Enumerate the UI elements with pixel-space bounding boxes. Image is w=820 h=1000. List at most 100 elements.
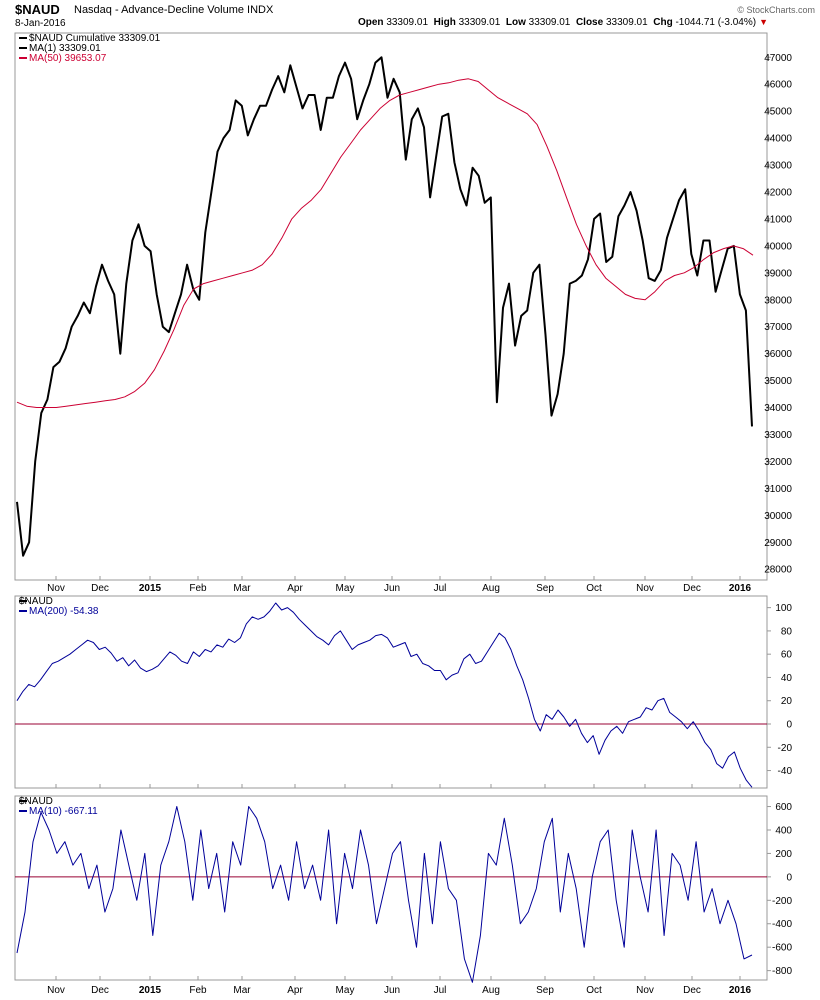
x-tick-label: 2015 — [139, 985, 162, 996]
x-tick-label: Jul — [434, 985, 447, 996]
y-tick-label: 47000 — [764, 53, 792, 64]
legend-label: MA(50) 39653.07 — [29, 53, 107, 64]
panel-frame — [14, 32, 768, 581]
y-tick-label: -600 — [772, 943, 792, 954]
high-label: High — [433, 17, 456, 28]
panel-1: 28000 29000 30000 31000 32000 33000 34000 35000… — [14, 32, 792, 581]
x-tick-label: Feb — [189, 583, 207, 594]
y-tick-label: 0 — [786, 720, 792, 731]
x-tick-label: May — [336, 583, 355, 594]
x-tick-label: Nov — [47, 985, 65, 996]
y-tick-label: 30000 — [764, 511, 792, 522]
low-label: Low — [505, 17, 526, 28]
y-tick-label: 46000 — [764, 80, 792, 91]
series-line-ma-200- — [16, 602, 753, 788]
x-tick-label: Sep — [536, 583, 554, 594]
x-tick-label: Jun — [384, 583, 400, 594]
x-tick-label: Feb — [189, 985, 207, 996]
y-tick-label: -800 — [772, 966, 792, 977]
y-tick-label: 43000 — [764, 161, 792, 172]
chg-value: -1044.71 (-3.04%) — [675, 17, 757, 28]
y-tick-label: 60 — [781, 650, 793, 661]
x-tick-label: Dec — [683, 583, 701, 594]
y-tick-label: -200 — [772, 896, 792, 907]
y-tick-label: 400 — [775, 825, 792, 836]
symbol-description: Nasdaq - Advance-Decline Volume INDX — [74, 4, 273, 16]
x-tick-label: 2016 — [729, 985, 752, 996]
x-tick-label: Jun — [384, 985, 400, 996]
x-tick-label: Apr — [287, 583, 303, 594]
x-tick-label: Dec — [91, 583, 109, 594]
y-tick-label: 0 — [786, 872, 792, 883]
x-tick-label: 2016 — [729, 583, 752, 594]
legend-label: $NAUD Cumulative 33309.01 — [29, 33, 161, 44]
legend-entry: $NAUD — [19, 596, 53, 607]
y-tick-label: 31000 — [764, 484, 792, 495]
y-tick-label: 34000 — [764, 403, 792, 414]
y-tick-label: -20 — [778, 743, 793, 754]
x-tick-label: Aug — [482, 583, 500, 594]
legend-entry: $NAUD — [19, 796, 53, 807]
y-tick-label: -400 — [772, 919, 792, 930]
series-line-ma-10- — [16, 806, 753, 983]
open-value: 33309.01 — [386, 17, 429, 28]
x-tick-label: Oct — [586, 985, 602, 996]
y-tick-label: 80 — [781, 626, 793, 637]
y-tick-label: 45000 — [764, 107, 792, 118]
y-tick-label: 100 — [775, 603, 792, 614]
x-tick-label: Aug — [482, 985, 500, 996]
x-tick-label: Oct — [586, 583, 602, 594]
panel-frame — [14, 595, 768, 789]
y-tick-label: -40 — [778, 766, 793, 777]
legend-label: MA(200) -54.38 — [29, 606, 99, 617]
panel-frame — [14, 795, 768, 981]
x-tick-label: Mar — [233, 583, 251, 594]
y-tick-label: 35000 — [764, 376, 792, 387]
chg-label: Chg — [653, 17, 673, 28]
close-label: Close — [575, 17, 604, 28]
x-tick-label: Sep — [536, 985, 554, 996]
quote-bar: Open 33309.01 High 33309.01 Low 33309.01… — [358, 17, 768, 28]
y-tick-label: 44000 — [764, 134, 792, 145]
legend-entry: MA(200) -54.38 — [19, 606, 99, 617]
x-tick-label: Jul — [434, 583, 447, 594]
description-text: Nasdaq - Advance-Decline Volume INDX — [74, 4, 274, 16]
y-tick-label: 40 — [781, 673, 793, 684]
x-tick-label: Dec — [683, 985, 701, 996]
x-tick-label: Nov — [636, 583, 654, 594]
brand-watermark: © StockCharts.com — [737, 5, 815, 15]
x-tick-label: Mar — [233, 985, 251, 996]
y-tick-label: 42000 — [764, 187, 792, 198]
x-tick-label: 2015 — [139, 583, 162, 594]
y-tick-label: 32000 — [764, 457, 792, 468]
x-tick-label: Dec — [91, 985, 109, 996]
y-tick-label: 20 — [781, 696, 793, 707]
y-tick-label: 38000 — [764, 295, 792, 306]
y-tick-label: 37000 — [764, 322, 792, 333]
x-tick-label: Nov — [47, 583, 65, 594]
legend-label: $NAUD — [19, 596, 53, 607]
legend-entry: MA(50) 39653.07 — [19, 53, 107, 64]
y-tick-label: 41000 — [764, 214, 792, 225]
y-tick-label: 40000 — [764, 241, 792, 252]
legend-label: MA(1) 33309.01 — [29, 43, 101, 54]
y-tick-label: 28000 — [764, 565, 792, 576]
y-tick-label: 36000 — [764, 349, 792, 360]
legend-entry: MA(10) -667.11 — [19, 806, 98, 817]
down-arrow-icon: ▼ — [759, 17, 768, 27]
legend-label: $NAUD — [19, 796, 53, 807]
legend-label: MA(10) -667.11 — [29, 806, 98, 817]
y-tick-label: 29000 — [764, 538, 792, 549]
open-label: Open — [357, 17, 384, 28]
chart-header: $NAUD Nasdaq - Advance-Decline Volume IN… — [0, 0, 820, 32]
y-tick-label: 39000 — [764, 268, 792, 279]
low-value: 33309.01 — [528, 17, 571, 28]
legend-entry: $NAUD Cumulative 33309.01 — [19, 33, 161, 44]
symbol-title: $NAUD — [15, 2, 60, 17]
y-tick-label: 200 — [775, 849, 792, 860]
series-line-ma-50- — [16, 78, 754, 408]
x-tick-label: Nov — [636, 985, 654, 996]
series-line--naud-cumulative — [16, 56, 753, 557]
